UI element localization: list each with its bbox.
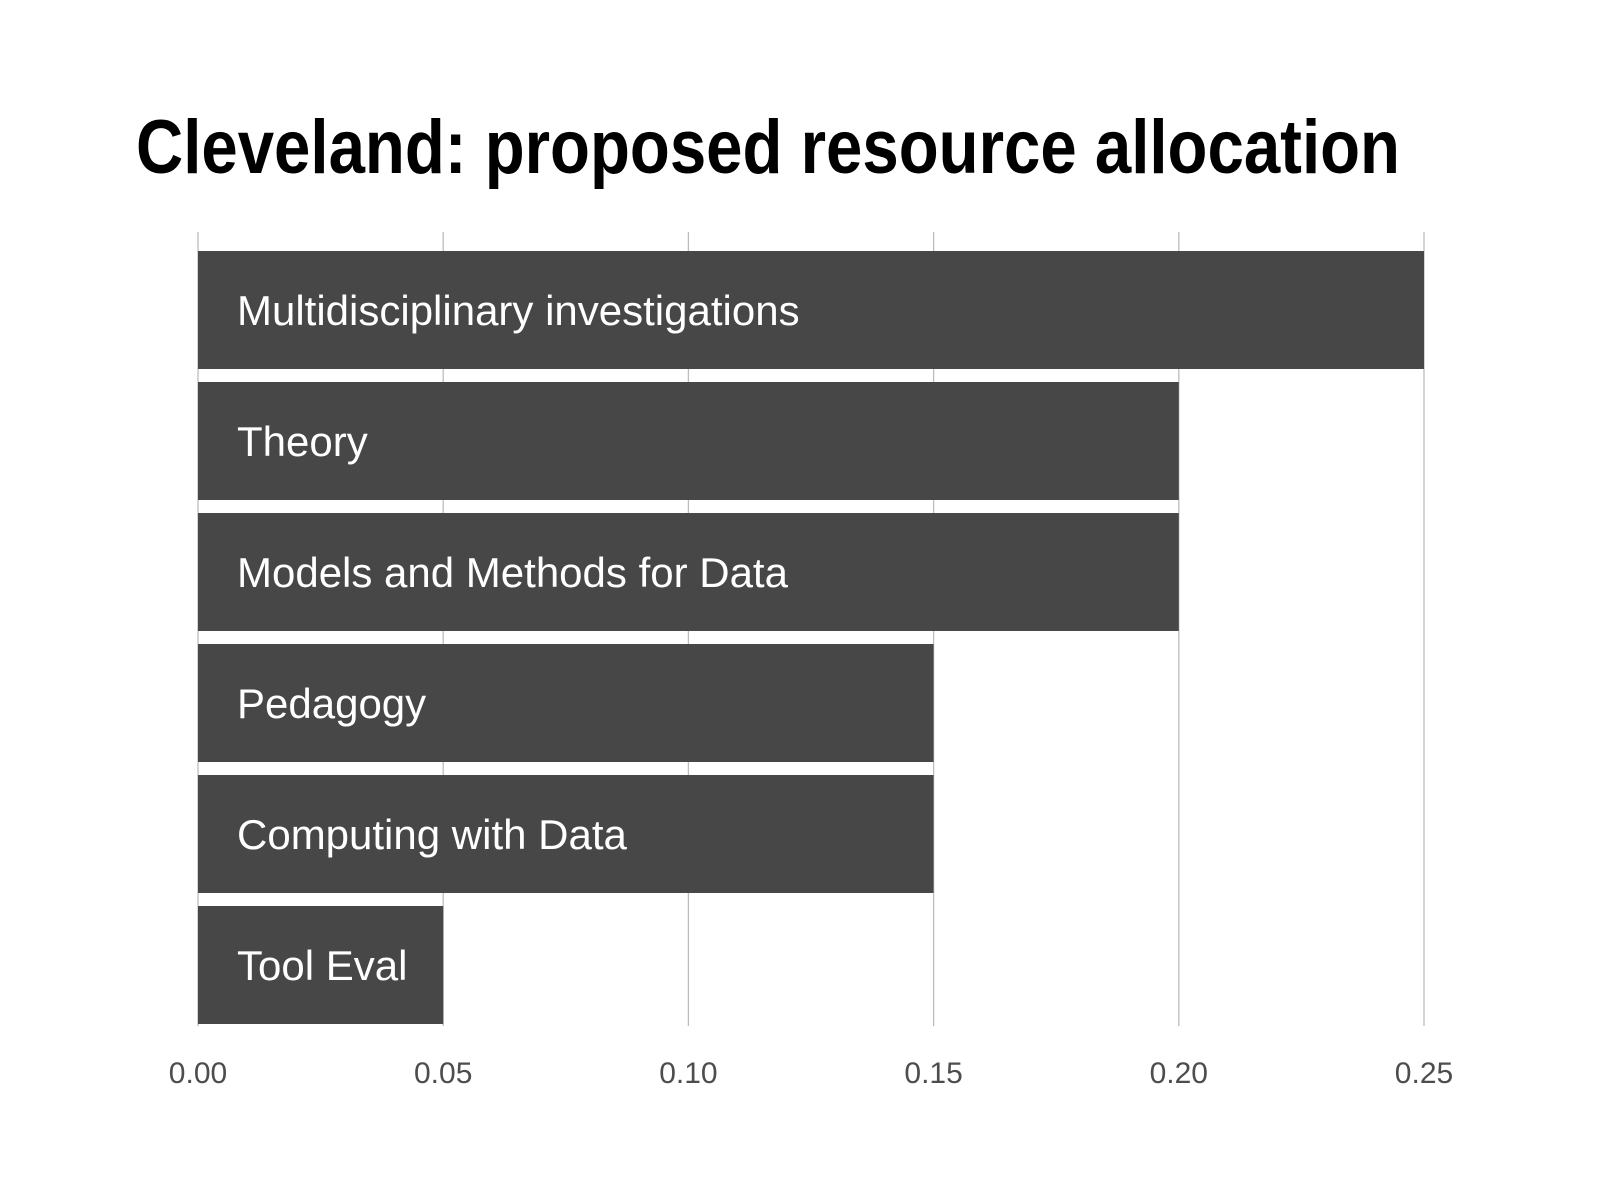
- x-tick-label: 0.20: [1150, 1057, 1208, 1090]
- bar: [198, 251, 1424, 369]
- bar: [198, 513, 1179, 631]
- x-axis-tick-labels: 0.00 0.05 0.10 0.15 0.20 0.25: [169, 1057, 1453, 1090]
- bar-label: Models and Methods for Data: [237, 549, 789, 596]
- bar: [198, 775, 934, 893]
- bar-labels: Multidisciplinary investigations Theory Mo…: [237, 287, 800, 989]
- chart-title: Cleveland: proposed resource allocation: [136, 105, 1400, 190]
- bar-label: Pedagogy: [237, 680, 426, 727]
- bar-label: Tool Eval: [237, 942, 407, 989]
- bar-label: Theory: [237, 418, 368, 465]
- bars: [198, 251, 1424, 1024]
- x-tick-label: 0.15: [904, 1057, 962, 1090]
- x-tick-label: 0.10: [659, 1057, 717, 1090]
- x-tick-label: 0.25: [1395, 1057, 1453, 1090]
- bar: [198, 382, 1179, 500]
- bar: [198, 644, 934, 762]
- x-tick-label: 0.05: [414, 1057, 472, 1090]
- bar-label: Computing with Data: [237, 811, 627, 858]
- x-tick-label: 0.00: [169, 1057, 227, 1090]
- bar: [198, 906, 444, 1024]
- bar-label: Multidisciplinary investigations: [237, 287, 800, 334]
